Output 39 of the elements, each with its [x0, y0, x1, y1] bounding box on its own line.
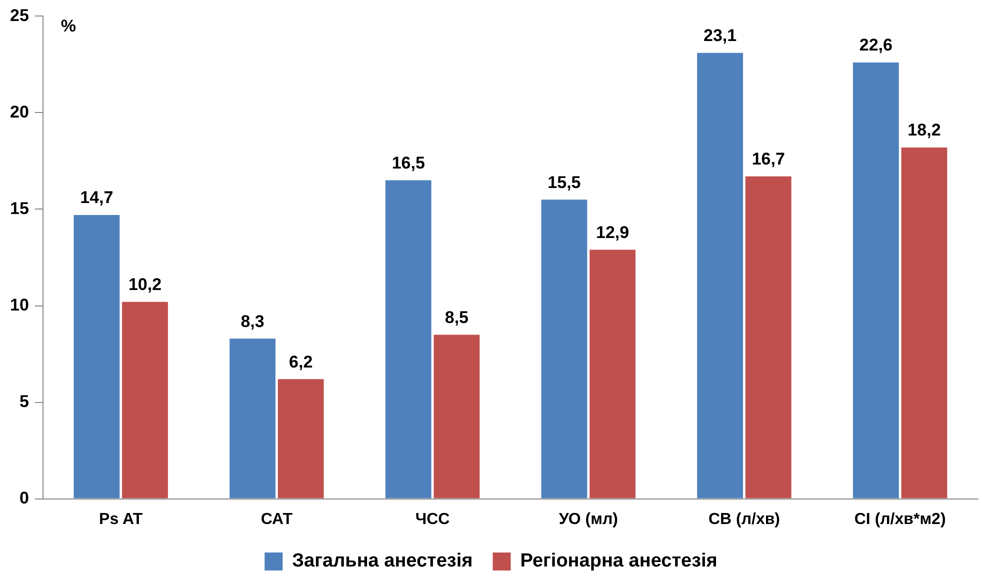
bar — [278, 379, 324, 498]
bar — [385, 180, 432, 498]
y-tick-label: 20 — [10, 102, 29, 122]
bar — [590, 250, 636, 498]
x-tick-label: СІ (л/хв*м2) — [854, 510, 946, 528]
data-label: 16,7 — [752, 150, 785, 169]
y-tick-label: 0 — [19, 488, 29, 508]
y-tick-label: 25 — [10, 6, 29, 25]
bar — [541, 200, 588, 498]
bar — [697, 52, 744, 498]
y-axis-title: % — [60, 16, 76, 36]
data-label: 18,2 — [908, 120, 941, 140]
y-tick-label: 15 — [10, 198, 29, 218]
x-tick-label: Ps AT — [99, 510, 143, 528]
legend-label: Загальна анестезія — [292, 550, 473, 572]
data-label: 16,5 — [392, 153, 425, 172]
x-tick-label: УО (мл) — [558, 510, 618, 528]
data-label: 10,2 — [128, 275, 162, 294]
data-label: 6,2 — [289, 352, 313, 372]
bar — [230, 338, 276, 498]
bar — [745, 176, 792, 498]
x-tick-label: САТ — [260, 510, 293, 528]
data-label: 12,9 — [596, 222, 630, 242]
bar — [74, 215, 120, 498]
y-tick-label: 10 — [10, 295, 29, 314]
bar — [122, 302, 168, 498]
bar — [852, 62, 899, 498]
data-label: 22,6 — [859, 36, 892, 55]
legend-label: Регіонарна анестезія — [520, 550, 718, 572]
y-tick-label: 5 — [19, 392, 29, 411]
bar — [434, 334, 480, 498]
data-label: 23,1 — [704, 26, 737, 46]
x-tick-label: СВ (л/хв) — [708, 510, 780, 528]
data-label: 8,5 — [444, 308, 469, 327]
x-tick-label: ЧСС — [415, 510, 450, 528]
data-label: 15,5 — [548, 172, 581, 192]
data-label: 8,3 — [240, 312, 264, 331]
data-label: 14,7 — [80, 188, 114, 208]
bar — [901, 147, 948, 498]
